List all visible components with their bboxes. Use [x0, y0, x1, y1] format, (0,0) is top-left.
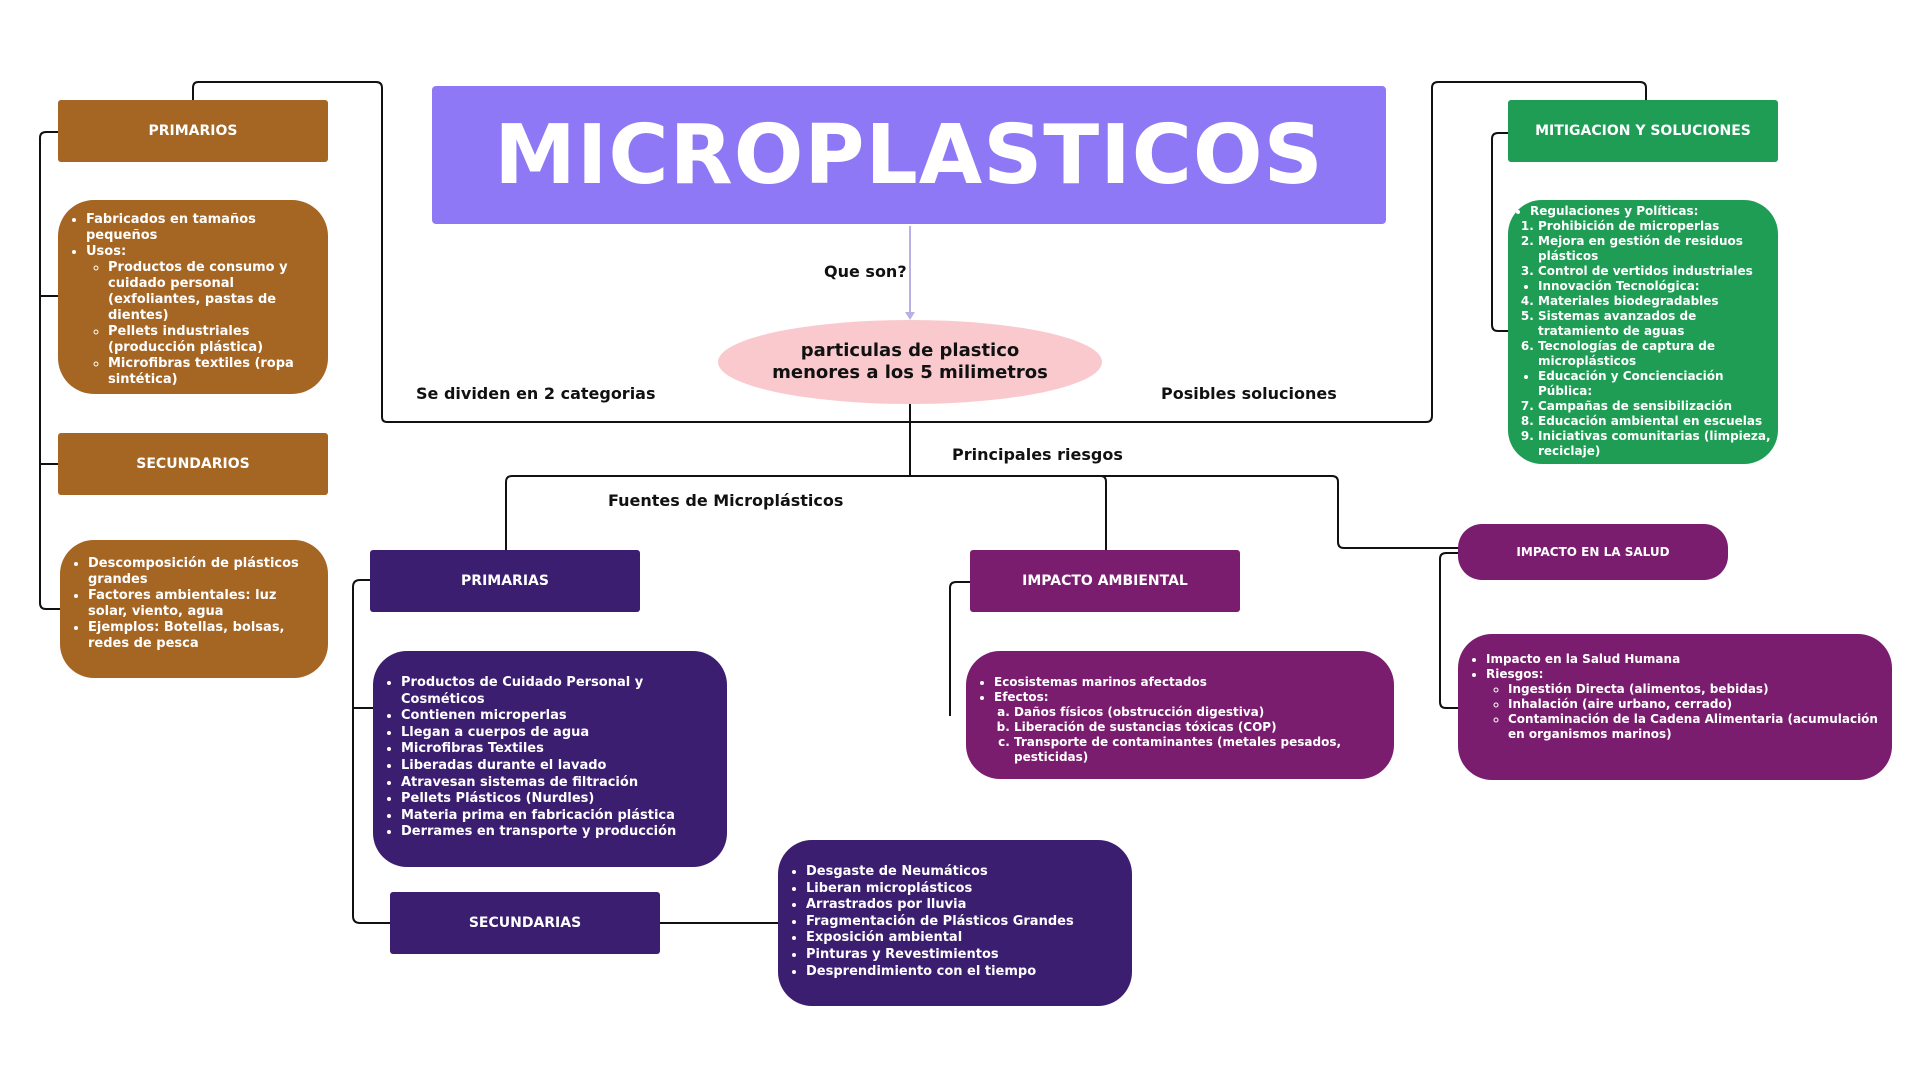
- page-title: MICROPLASTICOS: [432, 86, 1386, 224]
- mitigacion-header: MITIGACION Y SOLUCIONES: [1508, 100, 1778, 162]
- list-item: Iniciativas comunitarias (limpieza, reci…: [1538, 429, 1774, 459]
- list-item: Daños físicos (obstrucción digestiva): [1014, 705, 1388, 720]
- list-item: Ejemplos: Botellas, bolsas, redes de pes…: [88, 620, 320, 652]
- list-item: Prohibición de microperlas: [1538, 219, 1774, 234]
- list-item: Liberadas durante el lavado: [401, 758, 717, 775]
- list-item: Liberación de sustancias tóxicas (COP): [1014, 720, 1388, 735]
- list-item: Fabricados en tamaños pequeños: [86, 212, 320, 244]
- soluciones-label: Posibles soluciones: [1161, 384, 1337, 403]
- list-item: Materia prima en fabricación plástica: [401, 808, 717, 825]
- list-item: Contaminación de la Cadena Alimentaria (…: [1508, 712, 1884, 742]
- list-item: Liberan microplásticos: [806, 881, 1122, 898]
- list-item: Fragmentación de Plásticos Grandes: [806, 914, 1122, 931]
- list-item: Impacto en la Salud Humana: [1486, 652, 1884, 667]
- list-item: Contienen microperlas: [401, 708, 717, 725]
- riesgos-label: Principales riesgos: [952, 445, 1123, 464]
- impacto-ambiental-header: IMPACTO AMBIENTAL: [970, 550, 1240, 612]
- que-son-label: Que son?: [824, 262, 907, 281]
- list-item: Control de vertidos industriales: [1538, 264, 1774, 279]
- list-item: Exposición ambiental: [806, 930, 1122, 947]
- list-item: Educación y Concienciación Pública:: [1538, 369, 1774, 399]
- list-item: Mejora en gestión de residuos plásticos: [1538, 234, 1774, 264]
- list-item: Transporte de contaminantes (metales pes…: [1014, 735, 1388, 765]
- primarios-header: PRIMARIOS: [58, 100, 328, 162]
- list-item: Regulaciones y Políticas:: [1530, 204, 1774, 219]
- impacto-salud-header: IMPACTO EN LA SALUD: [1458, 524, 1728, 580]
- list-item: Usos: Productos de consumo y cuidado per…: [86, 244, 320, 388]
- list-item: Llegan a cuerpos de agua: [401, 725, 717, 742]
- fuentes-secundarias-box: Desgaste de Neumáticos Liberan microplás…: [778, 840, 1132, 1006]
- secundarios-header: SECUNDARIOS: [58, 433, 328, 495]
- list-item: Tecnologías de captura de microplásticos: [1538, 339, 1774, 369]
- mitigacion-box: Regulaciones y Políticas: Prohibición de…: [1508, 200, 1778, 464]
- list-item: Pellets Plásticos (Nurdles): [401, 791, 717, 808]
- fuentes-primarias-header: PRIMARIAS: [370, 550, 640, 612]
- definition-ellipse: particulas de plastico menores a los 5 m…: [718, 320, 1102, 404]
- list-item: Atravesan sistemas de filtración: [401, 775, 717, 792]
- list-item: Microfibras textiles (ropa sintética): [108, 356, 320, 388]
- list-item: Ingestión Directa (alimentos, bebidas): [1508, 682, 1884, 697]
- list-item: Factores ambientales: luz solar, viento,…: [88, 588, 320, 620]
- categorias-label: Se dividen en 2 categorias: [416, 384, 656, 403]
- list-item: Productos de consumo y cuidado personal …: [108, 260, 320, 324]
- list-item: Productos de Cuidado Personal y Cosmétic…: [401, 675, 717, 708]
- list-item: Sistemas avanzados de tratamiento de agu…: [1538, 309, 1774, 339]
- impacto-salud-box: Impacto en la Salud Humana Riesgos: Inge…: [1458, 634, 1892, 780]
- list-item: Desprendimiento con el tiempo: [806, 964, 1122, 981]
- list-item: Pellets industriales (producción plástic…: [108, 324, 320, 356]
- list-item: Pinturas y Revestimientos: [806, 947, 1122, 964]
- list-item: Derrames en transporte y producción: [401, 824, 717, 841]
- list-item: Arrastrados por lluvia: [806, 897, 1122, 914]
- impacto-ambiental-box: Ecosistemas marinos afectados Efectos: D…: [966, 651, 1394, 779]
- list-item: Educación ambiental en escuelas: [1538, 414, 1774, 429]
- fuentes-primarias-box: Productos de Cuidado Personal y Cosmétic…: [373, 651, 727, 867]
- list-item: Riesgos: Ingestión Directa (alimentos, b…: [1486, 667, 1884, 742]
- list-item: Ecosistemas marinos afectados: [994, 675, 1388, 690]
- list-item: Materiales biodegradables: [1538, 294, 1774, 309]
- fuentes-label: Fuentes de Microplásticos: [608, 491, 844, 510]
- list-item: Campañas de sensibilización: [1538, 399, 1774, 414]
- fuentes-secundarias-header: SECUNDARIAS: [390, 892, 660, 954]
- list-item: Descomposición de plásticos grandes: [88, 556, 320, 588]
- list-item: Efectos:: [994, 690, 1388, 705]
- primarios-box: Fabricados en tamaños pequeños Usos: Pro…: [58, 200, 328, 394]
- list-item: Innovación Tecnológica:: [1538, 279, 1774, 294]
- list-item: Inhalación (aire urbano, cerrado): [1508, 697, 1884, 712]
- list-item: Microfibras Textiles: [401, 741, 717, 758]
- definition-text: particulas de plastico menores a los 5 m…: [772, 340, 1048, 383]
- secundarios-box: Descomposición de plásticos grandes Fact…: [60, 540, 328, 678]
- list-item: Desgaste de Neumáticos: [806, 864, 1122, 881]
